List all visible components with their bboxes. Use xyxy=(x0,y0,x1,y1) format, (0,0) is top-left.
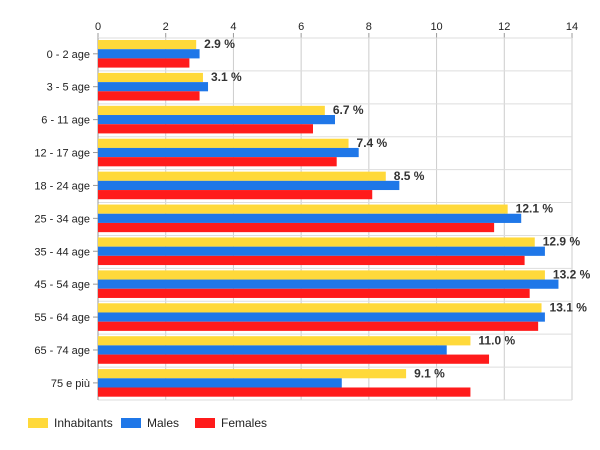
category-label: 3 - 5 age xyxy=(47,82,90,94)
data-label: 7.4 % xyxy=(357,136,388,150)
data-label: 3.1 % xyxy=(211,70,242,84)
bar-females xyxy=(98,58,190,68)
bar-males xyxy=(98,312,545,322)
category-label: 55 - 64 age xyxy=(34,312,90,324)
bar-males xyxy=(98,279,559,289)
bar-males xyxy=(98,49,200,59)
category-label: 65 - 74 age xyxy=(34,345,90,357)
bar-inhabitants xyxy=(98,138,349,148)
legend-swatch-inhabitants xyxy=(28,418,48,428)
category-label: 45 - 54 age xyxy=(34,279,90,291)
legend-label-males: Males xyxy=(147,416,179,430)
category-label: 6 - 11 age xyxy=(41,115,90,127)
bar-inhabitants xyxy=(98,72,203,83)
bar-females xyxy=(98,124,313,134)
bar-females xyxy=(98,190,373,200)
x-tick-label: 4 xyxy=(230,21,236,33)
data-label: 2.9 % xyxy=(204,37,235,51)
bar-inhabitants xyxy=(98,369,407,379)
category-label: 75 e più xyxy=(51,378,90,390)
data-label: 8.5 % xyxy=(394,169,425,183)
x-tick-label: 12 xyxy=(498,21,510,33)
category-label: 25 - 34 age xyxy=(34,213,90,225)
bar-males xyxy=(98,180,400,191)
data-label: 12.1 % xyxy=(516,202,554,216)
data-label: 6.7 % xyxy=(333,103,364,117)
legend-label-inhabitants: Inhabitants xyxy=(54,416,113,430)
bar-males xyxy=(98,246,545,256)
bar-inhabitants xyxy=(98,171,386,181)
legend-label-females: Females xyxy=(221,416,267,430)
bar-inhabitants xyxy=(98,270,545,280)
bar-females xyxy=(98,91,200,101)
bar-inhabitants xyxy=(98,336,471,346)
bar-inhabitants xyxy=(98,237,535,247)
data-label: 11.0 % xyxy=(478,333,515,347)
bar-males xyxy=(98,345,447,355)
bar-females xyxy=(98,222,495,233)
category-label: 35 - 44 age xyxy=(34,246,90,258)
category-label: 0 - 2 age xyxy=(47,49,90,61)
x-tick-label: 6 xyxy=(298,21,304,33)
bar-inhabitants xyxy=(98,303,542,313)
data-label: 9.1 % xyxy=(414,366,445,380)
data-label: 13.1 % xyxy=(550,300,588,314)
bar-females xyxy=(98,288,530,298)
legend-swatch-males xyxy=(121,418,141,428)
bar-females xyxy=(98,255,525,266)
bar-females xyxy=(98,354,490,364)
bar-males xyxy=(98,213,522,223)
x-tick-label: 0 xyxy=(95,21,101,33)
bar-males xyxy=(98,378,342,388)
x-tick-label: 14 xyxy=(566,21,578,33)
category-label: 12 - 17 age xyxy=(34,148,90,160)
x-tick-label: 2 xyxy=(163,21,169,33)
bar-males xyxy=(98,115,335,125)
bar-males xyxy=(98,147,359,158)
bar-females xyxy=(98,157,337,167)
x-tick-label: 8 xyxy=(366,21,372,33)
bar-inhabitants xyxy=(98,105,325,116)
bar-females xyxy=(98,321,539,331)
category-label: 18 - 24 age xyxy=(34,180,90,192)
data-label: 12.9 % xyxy=(543,235,581,249)
bar-inhabitants xyxy=(98,40,197,50)
bar-inhabitants xyxy=(98,204,508,214)
legend-swatch-females xyxy=(195,418,215,428)
bar-males xyxy=(98,82,209,92)
bar-females xyxy=(98,387,471,397)
data-label: 13.2 % xyxy=(553,268,591,282)
x-tick-label: 10 xyxy=(430,21,442,33)
